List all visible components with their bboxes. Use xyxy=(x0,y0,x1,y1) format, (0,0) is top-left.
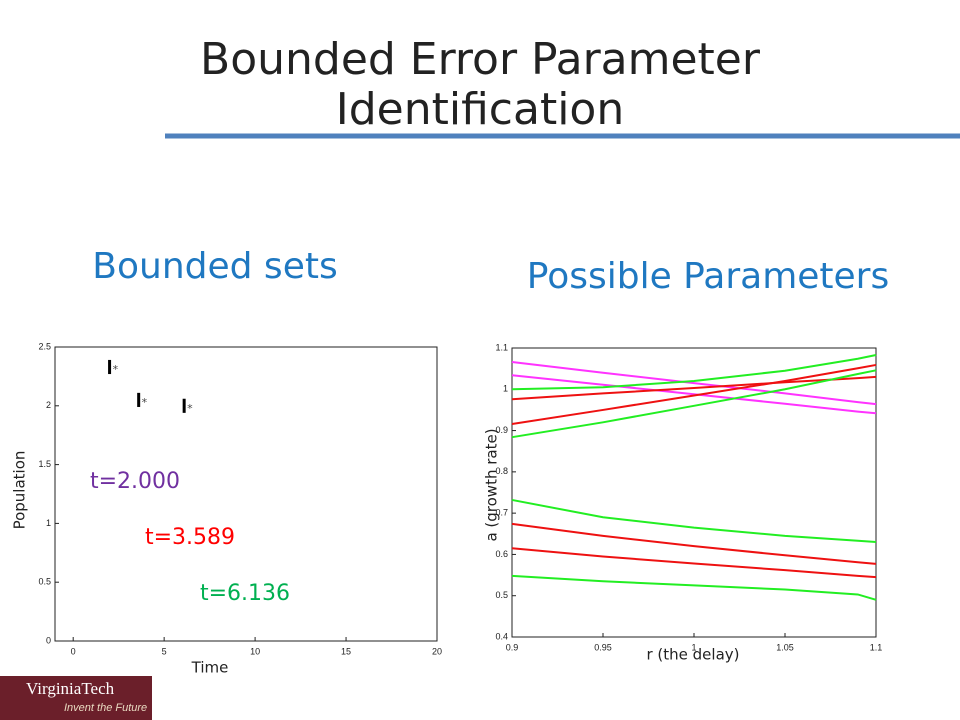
x-tick-label: 15 xyxy=(341,646,351,656)
y-tick-label: 2 xyxy=(46,400,51,410)
series-line xyxy=(511,547,877,579)
tagline: Invent the Future xyxy=(64,702,147,714)
annotation: t=3.589 xyxy=(145,525,235,550)
y-tick-label: 0.7 xyxy=(495,508,508,518)
y-tick-label: 0.5 xyxy=(495,590,508,600)
heading: Bounded sets xyxy=(92,246,337,287)
x-tick-label: 0.95 xyxy=(594,642,612,652)
x-tick-label: 1 xyxy=(691,642,696,652)
series-line xyxy=(511,369,877,439)
y-tick-label: 2.5 xyxy=(38,341,51,351)
point: * xyxy=(187,402,193,415)
series-line xyxy=(511,363,877,425)
series-line xyxy=(511,574,877,601)
x-axis-label: Time xyxy=(191,659,229,677)
annotation: t=6.136 xyxy=(200,581,290,606)
y-tick-label: 0.9 xyxy=(495,425,508,435)
series-line xyxy=(511,522,877,565)
heading: Possible Parameters xyxy=(527,256,889,297)
point: * xyxy=(142,396,148,409)
logo-box xyxy=(0,676,152,720)
y-axis-label: a (growth rate) xyxy=(483,428,501,541)
y-tick-label: 0.5 xyxy=(38,577,51,587)
y-tick-label: 1 xyxy=(46,518,51,528)
series-line xyxy=(511,498,877,544)
y-tick-label: 1 xyxy=(503,384,508,394)
title-line: Bounded Error Parameter xyxy=(200,34,761,85)
point: * xyxy=(113,363,119,376)
y-tick-label: 1.5 xyxy=(38,459,51,469)
series-line xyxy=(511,375,877,401)
y-tick-label: 0.8 xyxy=(495,466,508,476)
y-tick-label: 0.6 xyxy=(495,549,508,559)
x-tick-label: 1.1 xyxy=(870,642,883,652)
x-tick-label: 0.9 xyxy=(506,642,519,652)
y-tick-label: 1.1 xyxy=(495,342,508,352)
annotation: t=2.000 xyxy=(90,469,180,494)
x-tick-label: 10 xyxy=(250,646,260,656)
x-tick-label: 5 xyxy=(162,646,167,656)
logo: VirginiaTech xyxy=(26,679,115,698)
plot-frame xyxy=(54,346,438,642)
series-line xyxy=(511,374,877,415)
title-line: Identification xyxy=(336,84,625,135)
x-axis-label: r (the delay) xyxy=(646,646,739,664)
x-tick-label: 0 xyxy=(71,646,76,656)
y-axis-label: Population xyxy=(11,451,29,530)
y-tick-label: 0.4 xyxy=(495,631,508,641)
y-tick-label: 0 xyxy=(46,635,51,645)
x-tick-label: 20 xyxy=(432,646,442,656)
x-tick-label: 1.05 xyxy=(776,642,794,652)
plot-frame xyxy=(511,347,877,638)
series-line xyxy=(511,354,877,391)
